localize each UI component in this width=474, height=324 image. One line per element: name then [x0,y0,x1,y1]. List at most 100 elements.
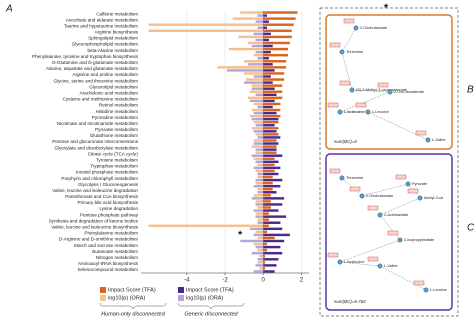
bar [263,53,288,57]
y-tick-label: Cysteine and methionine metabolism [63,97,138,102]
metabolite [405,181,411,187]
legend-swatch [100,287,106,293]
bar [263,108,281,112]
metabolite [425,137,431,143]
bar [253,111,264,115]
metabolite [365,109,371,115]
bar [263,145,277,148]
bar [263,63,273,66]
bar [148,224,264,228]
bar [148,23,264,26]
bar [255,181,264,185]
bar [263,163,275,167]
enzyme-box [415,130,427,136]
bar [251,117,264,121]
bar [263,102,281,106]
y-tick-label: Pyrimidine metabolism [92,115,138,120]
edge [339,239,401,263]
bar [247,63,264,66]
bar [263,154,283,157]
x-tick-label: -4 [184,278,190,284]
bar [253,166,264,170]
y-tick-label: Glutathione metabolism [90,133,138,138]
bar [240,11,264,14]
bar [251,44,264,48]
edge [367,111,429,141]
bar [253,75,264,78]
bar [253,139,264,142]
y-tick-label: Phenylalanine metabolism [84,231,138,236]
bar [263,230,267,234]
bar [257,258,264,261]
bar [244,72,264,75]
bar [257,218,264,221]
bar [263,206,271,209]
y-tick-label: Arginine and proline metabolism [72,72,138,77]
outer-frame [319,7,459,317]
y-tick-label: Primary bile acid biosynthesis [77,200,138,205]
bar [255,93,264,97]
bar [263,41,290,45]
bar [263,105,273,109]
enzyme-box [327,102,339,108]
panel-c-box [325,153,453,311]
bar [244,81,264,84]
bar [255,148,264,151]
bar [263,84,283,87]
bar [263,227,283,231]
node-label: 2-Acetolactate [384,213,408,217]
bar [257,191,264,194]
bar [263,29,292,33]
legend-brace [99,302,167,310]
bar [263,245,281,249]
bar [263,239,285,243]
bar [263,50,271,54]
node-label: L-Valine [432,138,446,142]
metabolite [423,287,429,293]
y-tick-label: Tryptophan metabolism [90,164,138,169]
bar [257,236,264,240]
bar [257,206,264,209]
metabolite [337,109,343,115]
bar [263,17,296,20]
bar [257,172,264,176]
bar [247,96,264,100]
node-label: 2-Oxobutanoate [360,26,387,30]
bar [263,120,279,124]
bar [263,181,273,185]
node-label: 2-Oxo-isovalerate [394,90,424,94]
bar [253,209,264,212]
bar [263,264,277,267]
y-tick-label: Butanoate metabolism [92,249,138,254]
bar [263,81,273,84]
panel-label: A [5,4,13,15]
bar [263,157,275,160]
y-tick-label: Pentose and glucuronate interconversions [52,139,139,144]
bar [263,99,275,103]
bar [255,203,264,206]
node-label: L-Leucine [430,288,447,292]
bar [263,166,281,170]
bar [263,127,279,130]
y-tick-label: Glycerolipid metabolism [89,84,138,89]
bar [263,236,275,240]
bar [263,169,275,173]
bar [255,38,264,42]
y-tick-label: Valine, leucine and isoleucine biosynthe… [51,225,138,230]
legend-group: Generic disconnected [184,311,238,317]
bar [263,187,273,191]
bar [253,32,264,36]
bar [263,221,281,224]
bar [263,242,267,246]
y-tick-label: Sphingolipid metabolism [88,36,138,41]
bar [249,227,264,231]
node-label: 2-Isopropylmalate [404,238,434,242]
bar [263,23,294,26]
node-label: Acetyl-CoA [424,196,443,200]
y-tick-label: Selenocompound metabolism [77,267,138,272]
y-tick-label: Synthesis and degradation of ketone bodi… [49,218,139,223]
enzyme-box [413,280,425,286]
bar [263,175,273,179]
edge [379,197,421,216]
